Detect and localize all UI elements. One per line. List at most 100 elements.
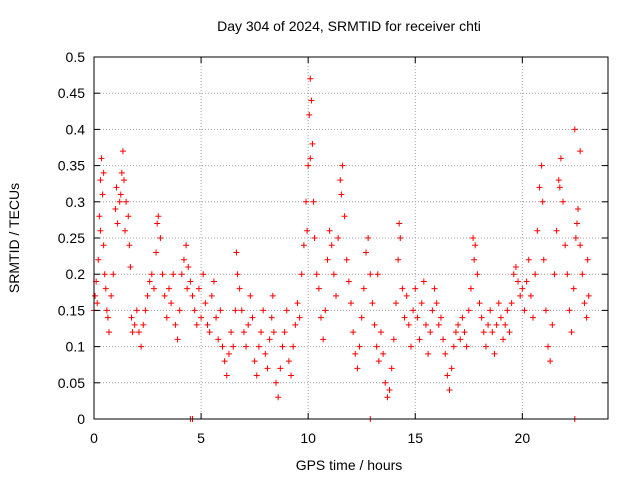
data-point xyxy=(140,321,147,328)
axis-ticks: 0 5 10 15 20 0 0.05 0.1 0.15 0.2 0.25 0.3 0.35 0.4 0.4… xyxy=(58,49,608,446)
data-point xyxy=(133,307,140,314)
data-point xyxy=(170,271,177,278)
data-point xyxy=(455,321,462,328)
data-point xyxy=(515,278,522,285)
data-point xyxy=(120,177,127,184)
data-point xyxy=(427,329,434,336)
data-point xyxy=(330,271,337,278)
data-point xyxy=(290,343,297,350)
data-point xyxy=(144,292,151,299)
data-point xyxy=(530,314,537,321)
data-point xyxy=(208,292,215,299)
data-point xyxy=(571,126,578,133)
data-point xyxy=(326,227,333,234)
data-point xyxy=(118,169,125,176)
x-tick-label: 5 xyxy=(197,430,205,446)
data-point xyxy=(200,271,207,278)
data-point xyxy=(463,343,470,350)
data-point xyxy=(373,343,380,350)
data-point xyxy=(517,292,524,299)
y-tick-label: 0.15 xyxy=(58,302,85,318)
data-point xyxy=(189,292,196,299)
data-point xyxy=(465,307,472,314)
data-point xyxy=(345,278,352,285)
data-point xyxy=(113,184,120,191)
data-point xyxy=(279,343,286,350)
data-point xyxy=(100,169,107,176)
data-points xyxy=(91,75,592,422)
data-point xyxy=(168,300,175,307)
data-point xyxy=(410,307,417,314)
data-point xyxy=(217,307,224,314)
data-point xyxy=(215,336,222,343)
x-tick-label: 20 xyxy=(515,430,531,446)
data-point xyxy=(557,155,564,162)
data-point xyxy=(403,292,410,299)
data-point xyxy=(285,358,292,365)
data-point xyxy=(95,256,102,263)
data-point xyxy=(566,307,573,314)
plot-frame xyxy=(93,56,609,420)
data-point xyxy=(97,227,104,234)
data-point xyxy=(422,321,429,328)
data-point xyxy=(540,256,547,263)
data-point xyxy=(225,350,232,357)
data-point xyxy=(493,321,500,328)
data-point xyxy=(472,242,479,249)
data-point xyxy=(397,235,404,241)
data-point xyxy=(508,300,515,307)
data-point xyxy=(579,271,586,278)
data-point xyxy=(184,285,191,292)
data-point xyxy=(450,343,457,350)
data-point xyxy=(198,314,205,321)
data-point xyxy=(236,285,243,292)
data-point xyxy=(320,336,327,343)
y-tick-label: 0.4 xyxy=(66,121,86,137)
data-point xyxy=(459,314,466,321)
data-point xyxy=(564,271,571,278)
data-point xyxy=(128,314,135,321)
data-point xyxy=(382,379,389,386)
data-point xyxy=(270,329,277,336)
data-point xyxy=(275,394,282,401)
data-point xyxy=(525,256,532,263)
data-point xyxy=(96,213,103,220)
data-point xyxy=(281,329,288,336)
data-point xyxy=(204,321,211,328)
data-point xyxy=(221,358,228,365)
data-point xyxy=(159,271,166,278)
data-point xyxy=(510,271,517,278)
data-point xyxy=(150,285,157,292)
data-point xyxy=(350,329,357,336)
data-point xyxy=(457,336,464,343)
data-point xyxy=(412,285,419,292)
data-point xyxy=(306,111,313,118)
data-point xyxy=(572,235,579,241)
data-point xyxy=(105,329,112,336)
data-point xyxy=(92,292,99,299)
data-point xyxy=(304,227,311,234)
data-point xyxy=(264,365,271,372)
data-point xyxy=(258,329,265,336)
data-point xyxy=(442,350,449,357)
data-point xyxy=(260,307,267,314)
data-point xyxy=(129,329,136,336)
data-point xyxy=(114,220,121,227)
y-tick-label: 0 xyxy=(77,411,85,427)
data-point xyxy=(117,191,124,198)
data-point xyxy=(269,292,276,299)
data-point xyxy=(433,300,440,307)
data-point xyxy=(161,292,168,299)
data-point xyxy=(191,307,198,314)
data-point xyxy=(555,177,562,184)
data-point xyxy=(335,235,342,241)
data-point xyxy=(213,314,220,321)
data-point xyxy=(195,285,202,292)
data-point xyxy=(495,300,502,307)
data-point xyxy=(437,314,444,321)
data-point xyxy=(386,387,393,394)
data-point xyxy=(542,307,549,314)
data-point xyxy=(165,285,172,292)
data-point xyxy=(125,213,132,220)
data-point xyxy=(97,177,104,184)
